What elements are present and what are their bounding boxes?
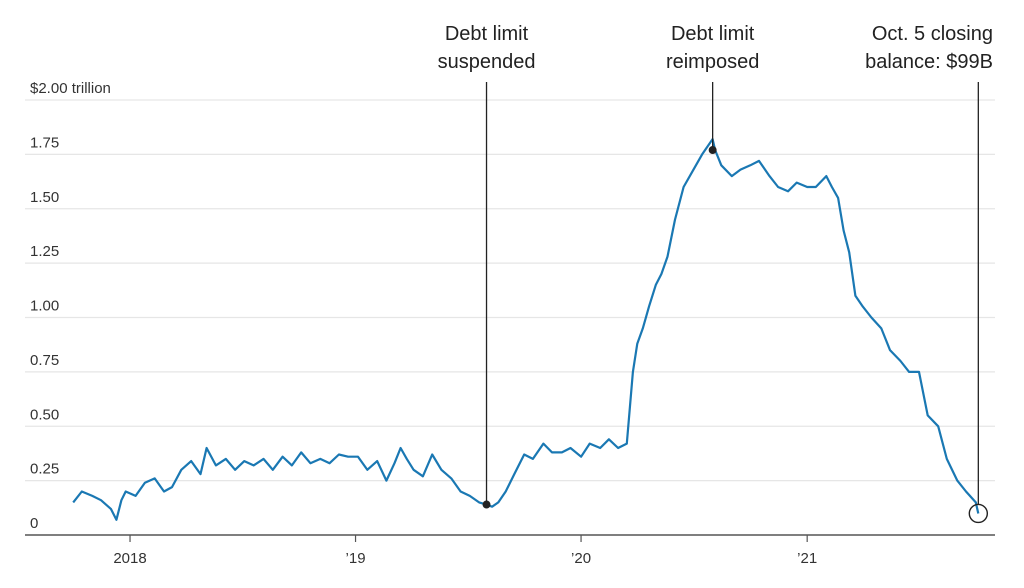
y-tick-label: 1.00	[30, 298, 59, 315]
series	[72, 138, 980, 521]
y-tick-label: 0.50	[30, 406, 59, 423]
y-tick-label: $2.00 trillion	[30, 80, 111, 97]
annotation-circle-marker	[968, 503, 989, 524]
y-tick-label: 1.75	[30, 134, 59, 151]
annotation-label: suspended	[438, 51, 536, 73]
x-tick-label: ’20	[571, 550, 591, 567]
annotations: Debt limit suspended Debt limit reimposed Oc…	[438, 23, 993, 524]
annotation-label: reimposed	[666, 51, 759, 73]
y-tick-label: 1.25	[30, 243, 59, 260]
y-tick-label: 1.50	[30, 189, 59, 206]
annotation-label: Oct. 5 closing	[872, 23, 993, 45]
y-tick-label: 0	[30, 515, 38, 532]
annotation-dot-marker	[482, 500, 491, 509]
x-tick-label: ’21	[797, 550, 817, 567]
y-tick-label: 0.25	[30, 461, 59, 478]
annotation-dot-marker	[708, 146, 717, 155]
gridlines	[25, 99, 995, 482]
y-tick-label: 0.75	[30, 352, 59, 369]
x-tick-label: ’19	[346, 550, 366, 567]
x-tick-label: 2018	[113, 550, 146, 567]
annotation-label: Debt limit	[445, 23, 529, 45]
series-line	[72, 138, 980, 521]
annotation-label: balance: $99B	[865, 51, 993, 73]
axes: $2.00 trillion 1.75 1.50 1.25 1.00 0.75 0.50 0.…	[25, 80, 995, 567]
annotation-label: Debt limit	[671, 23, 755, 45]
